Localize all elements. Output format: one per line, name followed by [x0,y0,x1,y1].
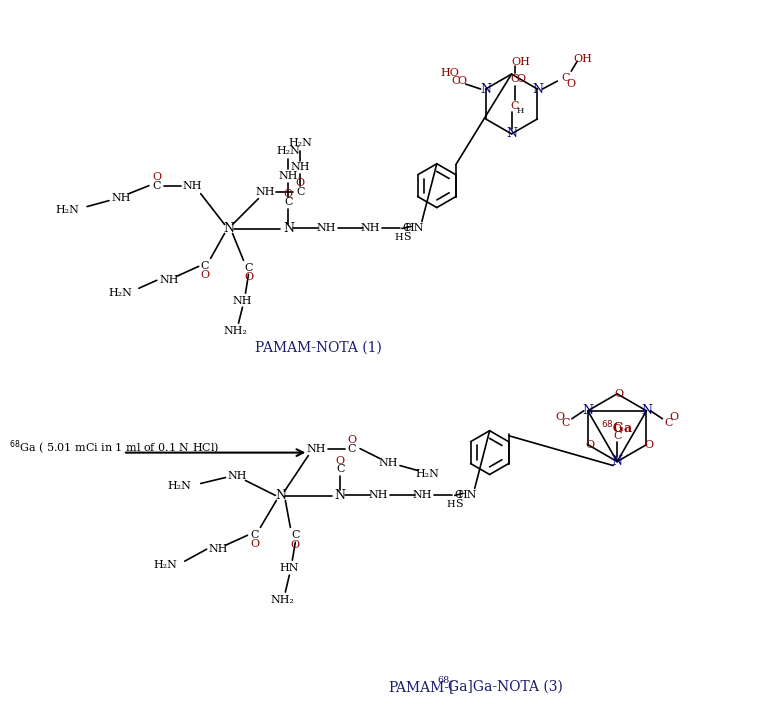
Text: N: N [582,405,594,417]
Text: $^{68}$Ga ( 5.01 mCi in 1 ml of 0.1 N HCl): $^{68}$Ga ( 5.01 mCi in 1 ml of 0.1 N HC… [9,438,220,457]
Text: N: N [334,489,346,502]
Text: NH: NH [255,186,275,197]
Text: C: C [291,530,300,540]
Text: N: N [283,222,294,235]
Text: N: N [641,405,652,417]
Text: C: C [455,491,463,501]
Text: O: O [153,172,161,181]
Text: NH: NH [307,443,326,454]
Text: N: N [223,222,234,235]
Text: O: O [614,389,624,399]
Text: H₂N: H₂N [55,205,79,215]
Text: C: C [613,431,621,441]
Text: O: O [347,435,357,445]
Text: O: O [244,273,253,282]
Text: C: C [244,263,253,273]
Text: O: O [644,440,653,450]
Text: N: N [611,455,623,468]
Text: C: C [348,443,357,454]
Text: O: O [585,440,594,450]
Text: C: C [510,101,518,111]
Text: NH: NH [378,457,398,467]
Text: OH: OH [511,57,530,67]
Text: OH: OH [574,54,593,64]
Text: O: O [670,412,679,421]
Text: H₂N: H₂N [288,138,312,148]
Text: NH: NH [360,224,380,234]
Text: C: C [284,196,292,207]
Text: NH: NH [232,297,252,306]
Text: H₂N: H₂N [154,560,178,570]
Text: NH₂: NH₂ [224,326,248,336]
Text: NH: NH [159,275,179,285]
Text: O: O [284,189,293,198]
Text: NH: NH [368,491,388,501]
Text: C: C [336,464,344,474]
Text: C: C [153,181,161,191]
Text: N: N [506,127,517,140]
Text: HN: HN [280,563,299,573]
Text: O: O [567,79,576,89]
Text: O: O [457,76,466,86]
Text: C: C [561,418,570,428]
Text: C: C [664,418,673,428]
Text: HO: HO [440,68,459,78]
Text: O: O [200,270,209,280]
Text: 68: 68 [438,676,450,686]
Text: O: O [613,424,622,433]
Text: C: C [561,73,570,83]
Text: H: H [517,107,524,115]
Text: C: C [296,186,304,197]
Text: NH: NH [291,162,310,172]
Text: H₂N: H₂N [416,469,439,479]
Text: S: S [455,499,463,510]
Text: S: S [403,232,410,242]
Text: C: C [200,261,209,271]
Text: NH: NH [317,224,336,234]
Text: NH: NH [278,171,298,181]
Text: HN: HN [404,224,423,234]
Text: N: N [480,83,491,95]
Text: NH: NH [412,491,432,501]
Text: C: C [452,76,460,86]
Text: O: O [250,539,259,549]
Text: N: N [532,83,543,95]
Text: NH: NH [111,193,130,203]
Text: O: O [291,540,300,550]
Text: H: H [446,500,455,509]
Text: H₂N: H₂N [168,481,192,491]
Text: HN: HN [457,491,476,501]
Text: H: H [395,233,403,242]
Text: NH: NH [209,544,229,554]
Text: C: C [510,74,518,84]
Text: C: C [403,224,411,234]
Text: O: O [516,74,525,84]
Text: O: O [555,412,565,421]
Text: NH₂: NH₂ [271,595,295,605]
Text: NH: NH [183,181,202,191]
Text: N: N [275,489,286,502]
Text: NH: NH [228,470,247,481]
Text: H₂N: H₂N [276,146,301,156]
Text: O: O [336,455,344,465]
Text: $^{68}$Ga: $^{68}$Ga [601,419,634,436]
Text: O: O [296,178,304,188]
Text: C: C [250,530,258,540]
Text: PAMAM-[: PAMAM-[ [388,680,454,694]
Text: PAMAM-NOTA (1): PAMAM-NOTA (1) [255,341,382,355]
Text: Ga]Ga-NOTA (3): Ga]Ga-NOTA (3) [448,680,563,694]
Text: H₂N: H₂N [108,288,132,298]
